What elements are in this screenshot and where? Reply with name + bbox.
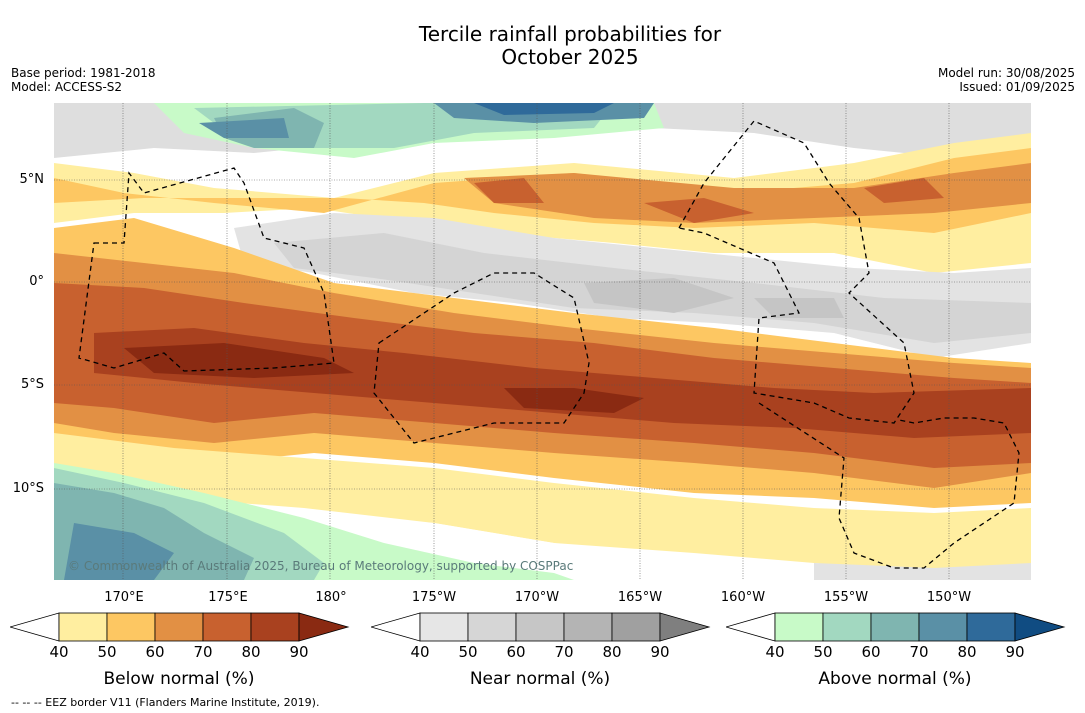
below-tick-70: 70 xyxy=(193,643,213,661)
near-tick-70: 70 xyxy=(554,643,574,661)
lon-label-175e: 175°E xyxy=(208,590,248,605)
below-normal-band-south-4 xyxy=(94,328,1031,438)
below-normal-band-south-5 xyxy=(124,343,644,413)
near-normal-region-south xyxy=(814,563,1031,580)
lon-label-170e: 170°E xyxy=(104,590,144,605)
graticule xyxy=(54,103,1031,580)
above-tick-50: 50 xyxy=(813,643,833,661)
rainfall-map: © Commonwealth of Australia 2025, Bureau… xyxy=(54,103,1031,580)
colorbar-near-extend-low xyxy=(371,612,421,642)
lon-label-150w: 150°W xyxy=(926,590,972,605)
colorbar-near-bin-4 xyxy=(563,612,613,642)
above-tick-90: 90 xyxy=(1005,643,1025,661)
colorbar-above-bin-2 xyxy=(822,612,872,642)
lat-label-5s: 5°S xyxy=(20,377,44,392)
below-normal-band-north-4 xyxy=(474,178,944,223)
near-tick-80: 80 xyxy=(602,643,622,661)
colorbar-near-extend-high xyxy=(659,612,711,642)
below-tick-90: 90 xyxy=(289,643,309,661)
lon-label-170w: 170°W xyxy=(514,590,560,605)
colorbar-above-bin-4 xyxy=(918,612,968,642)
lon-label-155w: 155°W xyxy=(823,590,869,605)
below-tick-50: 50 xyxy=(97,643,117,661)
colorbar-near-bin-3 xyxy=(515,612,565,642)
model-name: Model: ACCESS-S2 xyxy=(11,80,123,94)
colorbar-below-bin-1 xyxy=(58,612,108,642)
lon-label-180: 180° xyxy=(315,590,347,605)
model-run: Model run: 30/08/2025 xyxy=(937,66,1075,80)
above-tick-80: 80 xyxy=(957,643,977,661)
lon-label-175w: 175°W xyxy=(411,590,457,605)
colorbar-above-bin-1 xyxy=(774,612,824,642)
lat-label-10s: 10°S xyxy=(12,481,44,496)
below-tick-60: 60 xyxy=(145,643,165,661)
colorbar-below-extend-high xyxy=(298,612,350,642)
eez-border-kiribati-line xyxy=(677,120,915,424)
colorbar-above-label: Above normal (%) xyxy=(818,669,972,689)
colorbar-near-normal xyxy=(371,612,711,642)
near-tick-40: 40 xyxy=(410,643,430,661)
colorbar-above-normal xyxy=(726,612,1066,642)
below-normal-band-south-edge xyxy=(54,433,1031,580)
colorbar-below-bin-3 xyxy=(154,612,204,642)
lon-label-160w: 160°W xyxy=(720,590,766,605)
near-tick-50: 50 xyxy=(458,643,478,661)
near-tick-60: 60 xyxy=(506,643,526,661)
near-normal-band-equator-3 xyxy=(584,278,844,318)
colorbar-near-bin-5 xyxy=(611,612,661,642)
colorbar-below-normal xyxy=(10,612,350,642)
copyright-notice: © Commonwealth of Australia 2025, Bureau… xyxy=(68,559,573,573)
lat-label-0: 0° xyxy=(29,274,44,289)
above-tick-60: 60 xyxy=(861,643,881,661)
colorbar-below-extend-low xyxy=(10,612,60,642)
colorbar-below-label: Below normal (%) xyxy=(103,669,255,689)
colorbar-below-bin-2 xyxy=(106,612,156,642)
below-tick-80: 80 xyxy=(241,643,261,661)
lat-label-5n: 5°N xyxy=(19,172,45,187)
colorbar-below-bin-5 xyxy=(250,612,300,642)
eez-borders xyxy=(78,120,1020,569)
above-tick-40: 40 xyxy=(765,643,785,661)
near-tick-90: 90 xyxy=(650,643,670,661)
base-period: Base period: 1981-2018 xyxy=(11,66,156,80)
map-title-line1: Tercile rainfall probabilities for xyxy=(418,22,722,46)
colorbar-near-label: Near normal (%) xyxy=(469,669,611,689)
above-normal-region-north-4 xyxy=(199,118,289,138)
above-normal-region-north-6 xyxy=(474,103,614,115)
colorbar-above-bin-3 xyxy=(870,612,920,642)
eez-border-kiribati-gilbert xyxy=(78,167,335,372)
above-normal-region-south-4 xyxy=(64,523,174,580)
eez-border-south xyxy=(758,402,1020,569)
colorbar-near-bin-2 xyxy=(467,612,517,642)
below-normal-band-north-3 xyxy=(464,163,1031,223)
lon-label-165w: 165°W xyxy=(617,590,663,605)
map-title-line2: October 2025 xyxy=(501,45,639,69)
issued-date: Issued: 01/09/2025 xyxy=(959,80,1075,94)
colorbar-above-extend-low xyxy=(726,612,776,642)
eez-footnote: -- -- -- EEZ border V11 (Flanders Marine… xyxy=(11,696,320,709)
above-tick-70: 70 xyxy=(909,643,929,661)
colorbar-above-bin-5 xyxy=(966,612,1016,642)
colorbar-above-extend-high xyxy=(1014,612,1066,642)
eez-border-kiribati-phoenix xyxy=(373,272,590,444)
below-tick-40: 40 xyxy=(49,643,69,661)
colorbar-near-bin-1 xyxy=(419,612,469,642)
colorbar-below-bin-4 xyxy=(202,612,252,642)
